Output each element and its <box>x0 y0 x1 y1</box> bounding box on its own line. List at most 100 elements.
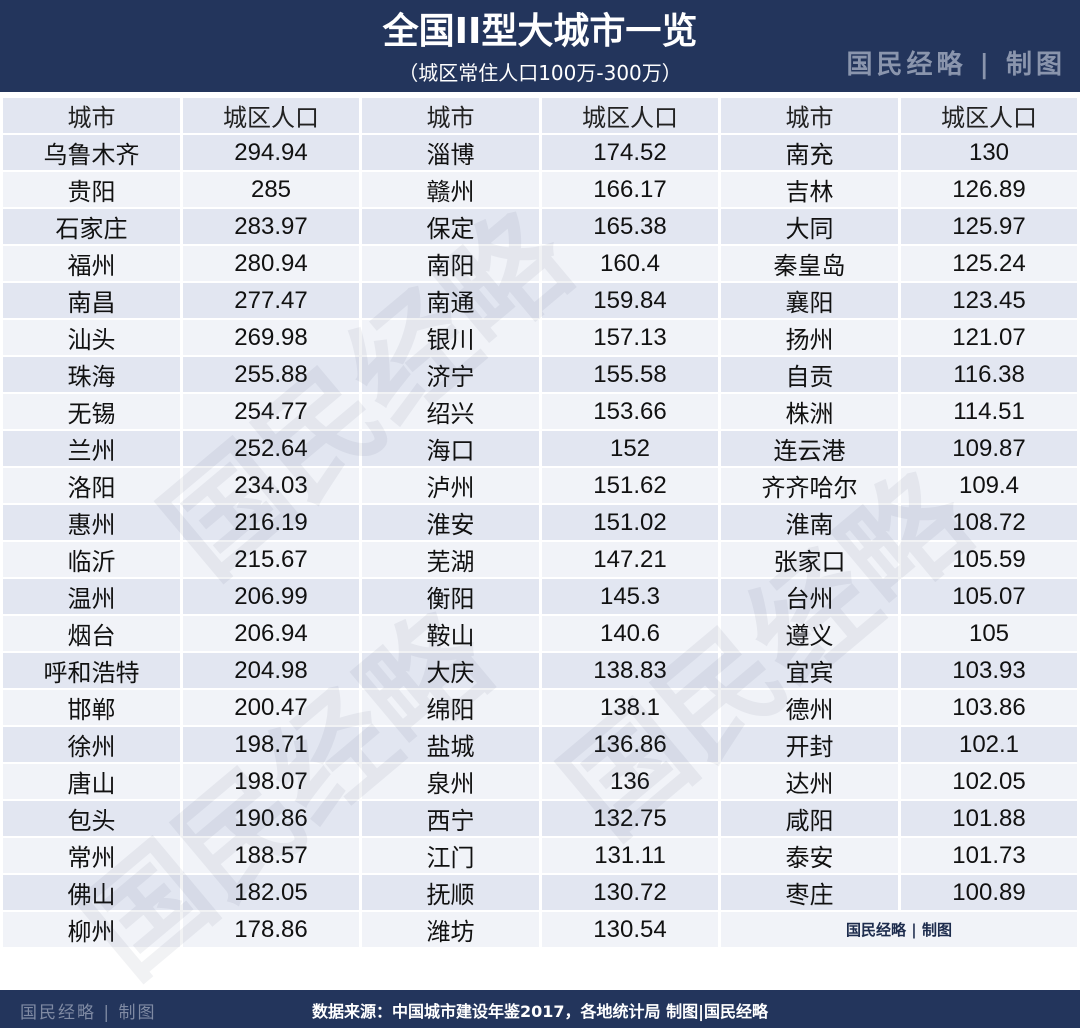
population-cell: 147.21 <box>542 542 718 577</box>
city-cell: 吉林 <box>721 172 898 207</box>
table-row: 汕头 269.98 银川 157.13 扬州 121.07 <box>3 320 1077 355</box>
city-cell: 大庆 <box>362 653 539 688</box>
population-cell: 269.98 <box>183 320 359 355</box>
population-cell: 178.86 <box>183 912 359 947</box>
population-cell: 140.6 <box>542 616 718 651</box>
city-cell: 邯郸 <box>3 690 180 725</box>
population-cell: 182.05 <box>183 875 359 910</box>
population-cell: 280.94 <box>183 246 359 281</box>
city-cell: 徐州 <box>3 727 180 762</box>
table-row: 南昌 277.47 南通 159.84 襄阳 123.45 <box>3 283 1077 318</box>
population-cell: 153.66 <box>542 394 718 429</box>
population-cell: 138.83 <box>542 653 718 688</box>
city-cell: 衡阳 <box>362 579 539 614</box>
footer-brand: 国民经略 | 制图 <box>20 1003 157 1023</box>
city-cell: 绵阳 <box>362 690 539 725</box>
column-header-city: 城市 <box>3 98 180 133</box>
city-cell: 烟台 <box>3 616 180 651</box>
city-cell: 秦皇岛 <box>721 246 898 281</box>
city-cell: 大同 <box>721 209 898 244</box>
city-cell: 绍兴 <box>362 394 539 429</box>
city-cell: 抚顺 <box>362 875 539 910</box>
population-cell: 174.52 <box>542 135 718 170</box>
population-cell: 254.77 <box>183 394 359 429</box>
city-cell: 扬州 <box>721 320 898 355</box>
city-cell: 南充 <box>721 135 898 170</box>
column-header-city: 城市 <box>721 98 898 133</box>
table-row: 呼和浩特 204.98 大庆 138.83 宜宾 103.93 <box>3 653 1077 688</box>
population-cell: 103.93 <box>901 653 1077 688</box>
city-cell: 汕头 <box>3 320 180 355</box>
population-cell: 157.13 <box>542 320 718 355</box>
population-cell: 155.58 <box>542 357 718 392</box>
population-cell: 126.89 <box>901 172 1077 207</box>
city-cell: 福州 <box>3 246 180 281</box>
population-cell: 200.47 <box>183 690 359 725</box>
table-row: 兰州 252.64 海口 152 连云港 109.87 <box>3 431 1077 466</box>
city-cell: 宜宾 <box>721 653 898 688</box>
city-cell: 淮南 <box>721 505 898 540</box>
table-header-row: 城市 城区人口 城市 城区人口 城市 城区人口 <box>3 98 1077 133</box>
city-cell: 齐齐哈尔 <box>721 468 898 503</box>
population-cell: 216.19 <box>183 505 359 540</box>
population-cell: 109.87 <box>901 431 1077 466</box>
table-row: 惠州 216.19 淮安 151.02 淮南 108.72 <box>3 505 1077 540</box>
city-cell: 株洲 <box>721 394 898 429</box>
city-cell: 潍坊 <box>362 912 539 947</box>
population-cell: 138.1 <box>542 690 718 725</box>
table-row: 烟台 206.94 鞍山 140.6 遵义 105 <box>3 616 1077 651</box>
city-cell: 佛山 <box>3 875 180 910</box>
brand-credit: 国民经略 | 制图 <box>846 50 1066 80</box>
city-cell: 芜湖 <box>362 542 539 577</box>
city-cell: 唐山 <box>3 764 180 799</box>
population-cell: 277.47 <box>183 283 359 318</box>
city-cell: 达州 <box>721 764 898 799</box>
population-cell: 151.02 <box>542 505 718 540</box>
column-header-population: 城区人口 <box>183 98 359 133</box>
table-row: 包头 190.86 西宁 132.75 咸阳 101.88 <box>3 801 1077 836</box>
city-cell: 西宁 <box>362 801 539 836</box>
population-cell: 131.11 <box>542 838 718 873</box>
table-body: 乌鲁木齐 294.94 淄博 174.52 南充 130 贵阳 285 赣州 166.17 吉林 12… <box>3 135 1077 947</box>
population-cell: 105.59 <box>901 542 1077 577</box>
city-cell: 德州 <box>721 690 898 725</box>
city-cell: 临沂 <box>3 542 180 577</box>
population-cell: 125.97 <box>901 209 1077 244</box>
footer-bar: 国民经略 | 制图 数据来源：中国城市建设年鉴2017，各地统计局 制图|国民经… <box>0 990 1080 1028</box>
population-cell: 152 <box>542 431 718 466</box>
population-cell: 151.62 <box>542 468 718 503</box>
city-cell: 连云港 <box>721 431 898 466</box>
table-row: 佛山 182.05 抚顺 130.72 枣庄 100.89 <box>3 875 1077 910</box>
population-cell: 105 <box>901 616 1077 651</box>
city-cell: 遵义 <box>721 616 898 651</box>
city-cell: 泸州 <box>362 468 539 503</box>
table-row: 乌鲁木齐 294.94 淄博 174.52 南充 130 <box>3 135 1077 170</box>
population-cell: 234.03 <box>183 468 359 503</box>
population-cell: 159.84 <box>542 283 718 318</box>
table-row: 福州 280.94 南阳 160.4 秦皇岛 125.24 <box>3 246 1077 281</box>
city-cell: 南通 <box>362 283 539 318</box>
population-cell: 101.73 <box>901 838 1077 873</box>
city-cell: 鞍山 <box>362 616 539 651</box>
city-cell: 张家口 <box>721 542 898 577</box>
city-cell: 兰州 <box>3 431 180 466</box>
city-cell: 泰安 <box>721 838 898 873</box>
population-cell: 252.64 <box>183 431 359 466</box>
population-cell: 105.07 <box>901 579 1077 614</box>
population-cell: 255.88 <box>183 357 359 392</box>
population-cell: 198.71 <box>183 727 359 762</box>
table-row: 贵阳 285 赣州 166.17 吉林 126.89 <box>3 172 1077 207</box>
city-cell: 海口 <box>362 431 539 466</box>
city-cell: 济宁 <box>362 357 539 392</box>
population-cell: 188.57 <box>183 838 359 873</box>
table-row: 唐山 198.07 泉州 136 达州 102.05 <box>3 764 1077 799</box>
population-cell: 123.45 <box>901 283 1077 318</box>
population-cell: 165.38 <box>542 209 718 244</box>
table-row: 石家庄 283.97 保定 165.38 大同 125.97 <box>3 209 1077 244</box>
page-title: 全国II型大城市一览 <box>382 11 698 52</box>
population-cell: 204.98 <box>183 653 359 688</box>
table-row: 珠海 255.88 济宁 155.58 自贡 116.38 <box>3 357 1077 392</box>
population-cell: 108.72 <box>901 505 1077 540</box>
city-cell: 乌鲁木齐 <box>3 135 180 170</box>
population-cell: 102.05 <box>901 764 1077 799</box>
